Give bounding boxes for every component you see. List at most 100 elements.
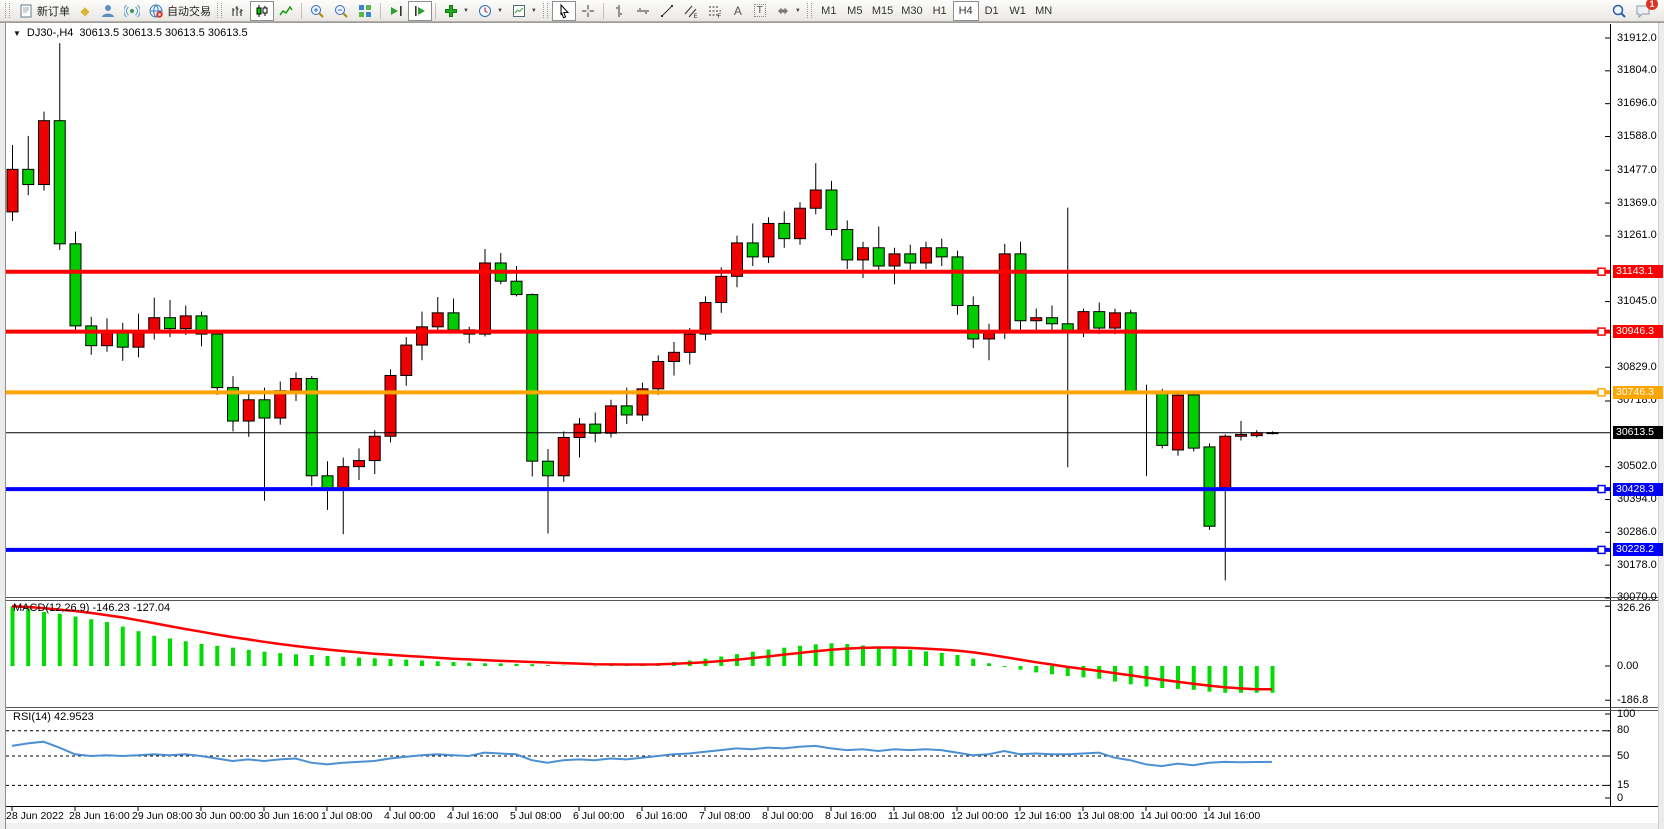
- current-price-badge: 30613.5: [1613, 426, 1663, 440]
- text-label-button[interactable]: T: [749, 1, 771, 21]
- text-tool-icon: A: [733, 3, 742, 18]
- price-tick-label: 31477.0: [1617, 163, 1657, 176]
- bar-chart-icon: [232, 5, 243, 16]
- cursor-arrow-icon: [560, 3, 570, 18]
- new-order-button[interactable]: 新订单: [14, 1, 74, 21]
- indicator-scale-label: 0.00: [1617, 659, 1639, 672]
- indicator-scale-label: 100: [1617, 707, 1636, 720]
- chart-shift-button[interactable]: [408, 0, 432, 21]
- time-tick-label: 11 Jul 08:00: [888, 810, 945, 822]
- arrows-icon: [777, 7, 788, 14]
- ohlc-values: 30613.5 30613.5 30613.5 30613.5: [79, 27, 248, 39]
- time-tick-label: 28 Jun 16:00: [69, 810, 130, 822]
- chart-window[interactable]: [0, 23, 1664, 829]
- zoom-in-button[interactable]: [305, 1, 329, 21]
- indicator-scale-label: 0: [1617, 791, 1624, 804]
- price-tick-label: 31045.0: [1617, 295, 1657, 308]
- panel-frames: [6, 24, 1664, 811]
- profile-button[interactable]: [96, 1, 120, 21]
- time-tick-label: 12 Jul 16:00: [1014, 810, 1072, 822]
- timeframe-M15[interactable]: M15: [868, 1, 897, 21]
- candles: [6, 43, 1279, 581]
- autotrading-button[interactable]: 自动交易: [144, 1, 215, 21]
- tile-windows-button[interactable]: [353, 1, 377, 21]
- charts-diamond-button[interactable]: ◆: [74, 1, 96, 21]
- line-chart-button[interactable]: [274, 1, 298, 21]
- trendline-button[interactable]: [655, 1, 679, 21]
- toolbar-grip[interactable]: [5, 3, 10, 18]
- bar-chart-button[interactable]: [226, 1, 250, 21]
- time-tick-label: 4 Jul 00:00: [384, 810, 436, 822]
- timeframe-M1[interactable]: M1: [816, 1, 842, 21]
- macd-indicator: [10, 605, 1275, 693]
- time-tick-label: 29 Jun 08:00: [132, 810, 193, 822]
- right-edge-strip: [1658, 23, 1664, 829]
- timeframe-H1[interactable]: H1: [927, 1, 953, 21]
- horizontal-line-icon: [636, 7, 649, 14]
- dropdown-caret-icon: ▼: [496, 7, 503, 14]
- toolbar-grip[interactable]: [217, 3, 222, 18]
- timeframe-M30[interactable]: M30: [897, 1, 926, 21]
- timeframe-M5[interactable]: M5: [842, 1, 868, 21]
- time-tick-label: 6 Jul 00:00: [573, 810, 625, 822]
- price-tick-label: 31369.0: [1617, 196, 1657, 209]
- fibonacci-button[interactable]: F: [703, 1, 727, 21]
- search-icon: [1612, 4, 1626, 18]
- zoom-out-icon: [335, 4, 348, 18]
- arrows-tool-button[interactable]: ▼: [771, 1, 805, 21]
- candlestick-icon: [256, 4, 268, 17]
- price-level-lines[interactable]: [6, 267, 1611, 555]
- vertical-line-button[interactable]: [607, 1, 631, 21]
- time-tick-label: 28 Jun 2022: [6, 810, 64, 822]
- toolbar-separator: [301, 2, 302, 19]
- toolbar-grip[interactable]: [806, 3, 812, 18]
- dropdown-caret-icon: ▼: [530, 7, 537, 14]
- indicator-scale-label: 50: [1617, 749, 1630, 762]
- zoom-out-button[interactable]: [329, 1, 353, 21]
- time-tick-label: 5 Jul 08:00: [510, 810, 562, 822]
- crosshair-icon: [581, 4, 594, 17]
- collapse-arrow-icon[interactable]: ▼: [13, 28, 21, 38]
- text-label-icon: T: [753, 4, 766, 17]
- svg-text:E: E: [693, 14, 697, 19]
- search-button[interactable]: [1607, 1, 1631, 21]
- level-price-badge: 30946.3: [1613, 325, 1663, 339]
- signal-icon: [124, 4, 140, 17]
- text-tool-button[interactable]: A: [727, 1, 749, 21]
- toolbar-grip[interactable]: [542, 3, 548, 18]
- equidistant-channel-button[interactable]: E: [679, 1, 703, 21]
- chart-shift-icon: [415, 5, 425, 16]
- time-tick-label: 30 Jun 00:00: [195, 810, 256, 822]
- cursor-button[interactable]: [551, 0, 576, 21]
- timeframe-MN[interactable]: MN: [1031, 1, 1057, 21]
- indicators-button[interactable]: ▼: [439, 1, 473, 21]
- signals-button[interactable]: [120, 1, 144, 21]
- horizontal-line-button[interactable]: [631, 1, 655, 21]
- candlestick-chart-button[interactable]: [250, 0, 274, 21]
- bottom-edge-strip: [0, 823, 1664, 829]
- chart-title: ▼ DJ30-,H4 30613.5 30613.5 30613.5 30613…: [13, 27, 248, 39]
- price-tick-label: 31912.0: [1617, 31, 1657, 44]
- templates-button[interactable]: ▼: [507, 1, 541, 21]
- toolbar-separator: [380, 2, 381, 19]
- dropdown-caret-icon: ▼: [463, 7, 469, 14]
- new-order-icon: [20, 4, 32, 17]
- price-tick-label: 30394.0: [1617, 492, 1657, 505]
- yellow-diamond-icon: ◆: [80, 3, 90, 18]
- main-toolbar: 新订单 ◆ 自动交易: [0, 0, 1664, 22]
- timeframe-D1[interactable]: D1: [979, 1, 1005, 21]
- chat-badge: 1: [1646, 0, 1658, 10]
- new-order-label: 新订单: [37, 5, 70, 18]
- periods-button[interactable]: ▼: [473, 1, 507, 21]
- trendline-icon: [660, 4, 673, 17]
- person-icon: [102, 4, 114, 17]
- timeframe-H4[interactable]: H4: [952, 0, 979, 21]
- auto-scroll-button[interactable]: [384, 1, 408, 21]
- timeframe-W1[interactable]: W1: [1005, 1, 1031, 21]
- chat-button[interactable]: 1: [1631, 0, 1658, 21]
- crosshair-button[interactable]: [576, 1, 600, 21]
- time-tick-label: 13 Jul 08:00: [1077, 810, 1135, 822]
- clock-icon: [478, 4, 491, 17]
- time-tick-label: 1 Jul 08:00: [321, 810, 373, 822]
